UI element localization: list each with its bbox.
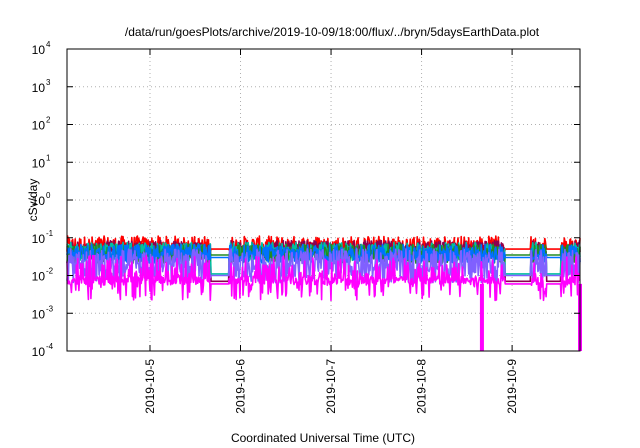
x-tick-label: 2019-10-7 bbox=[324, 359, 338, 414]
y-tick-exponent: 0 bbox=[46, 191, 51, 200]
y-tick-label: 10 bbox=[32, 156, 46, 170]
y-tick-exponent: 3 bbox=[46, 78, 51, 87]
y-tick-label: 10 bbox=[32, 119, 46, 133]
series-layer bbox=[66, 235, 582, 351]
y-tick-label: 10 bbox=[32, 43, 46, 57]
y-tick-exponent: 1 bbox=[46, 153, 51, 162]
x-axis-label: Coordinated Universal Time (UTC) bbox=[231, 431, 415, 445]
y-tick-exponent: 2 bbox=[46, 116, 51, 125]
y-tick-exponent: -1 bbox=[46, 229, 54, 238]
y-tick-exponent: -3 bbox=[46, 304, 54, 313]
y-tick-exponent: -4 bbox=[46, 342, 54, 351]
y-tick-exponent: -2 bbox=[46, 267, 54, 276]
x-tick-label: 2019-10-5 bbox=[143, 359, 157, 414]
y-tick-label: 10 bbox=[32, 307, 46, 321]
y-tick-exponent: 4 bbox=[46, 40, 51, 49]
chart-title: /data/run/goesPlots/archive/2019-10-09/1… bbox=[125, 25, 540, 39]
y-axis-label: cSv/day bbox=[26, 179, 40, 222]
dropout-spike bbox=[479, 283, 484, 351]
x-tick-label: 2019-10-9 bbox=[505, 359, 519, 414]
x-tick-label: 2019-10-8 bbox=[415, 359, 429, 414]
y-tick-label: 10 bbox=[32, 270, 46, 284]
y-tick-label: 10 bbox=[32, 81, 46, 95]
y-tick-label: 10 bbox=[32, 345, 46, 359]
grid-layer bbox=[67, 49, 580, 351]
series-line-7 bbox=[66, 254, 581, 302]
y-tick-label: 10 bbox=[32, 194, 46, 208]
x-tick-label: 2019-10-6 bbox=[234, 359, 248, 414]
y-tick-label: 10 bbox=[32, 232, 46, 246]
